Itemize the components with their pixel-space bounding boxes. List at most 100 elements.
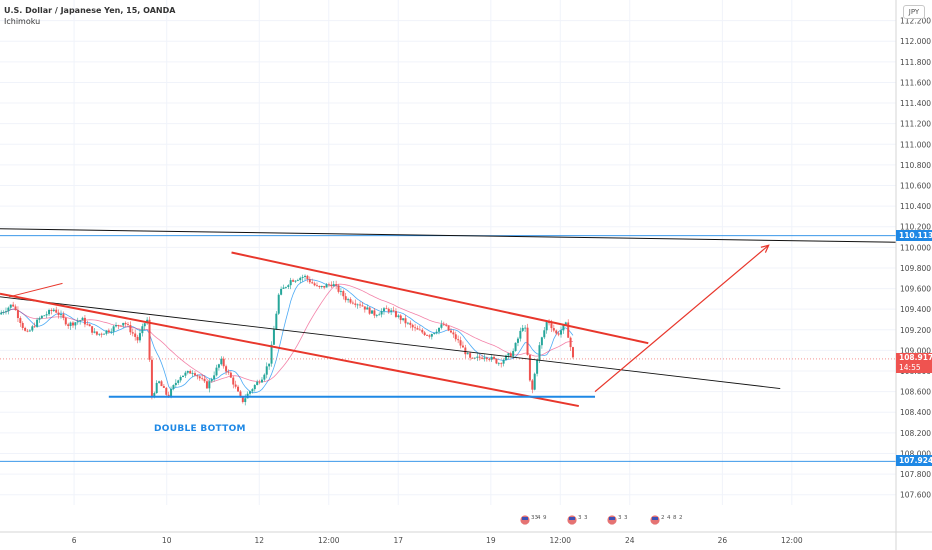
candle-body <box>330 284 333 287</box>
candle-body <box>332 284 335 287</box>
candle-body <box>459 340 462 346</box>
candle-body <box>469 353 472 358</box>
candle-body <box>284 286 287 288</box>
y-tick-label: 109.200 <box>900 326 931 335</box>
candle-body <box>301 276 304 278</box>
candle-body <box>452 332 455 335</box>
y-tick-label: 108.600 <box>900 388 931 397</box>
candle-body <box>186 370 189 373</box>
currency-button[interactable]: JPY <box>903 5 925 19</box>
event-count: 9 <box>543 515 547 521</box>
candle-body <box>57 312 60 316</box>
candle-body <box>569 337 572 348</box>
candle-body <box>538 345 541 360</box>
x-tick-label: 19 <box>486 536 496 545</box>
y-tick-label: 111.800 <box>900 58 931 67</box>
candle-body <box>545 321 548 331</box>
candle-body <box>62 314 65 318</box>
candle-body <box>490 356 493 360</box>
candle-body <box>375 315 378 317</box>
candle-body <box>421 329 424 333</box>
candle-body <box>495 358 498 364</box>
candle-body <box>497 363 500 365</box>
candle-body <box>363 306 366 310</box>
candle-body <box>184 372 187 376</box>
candle-body <box>280 288 283 295</box>
candle-body <box>182 375 185 378</box>
candle-body <box>45 314 48 316</box>
candle-body <box>454 334 457 340</box>
candle-body <box>193 373 196 376</box>
candle-body <box>76 321 79 323</box>
candle-body <box>83 317 86 325</box>
flag-canton <box>652 517 658 520</box>
candle-body <box>567 322 570 338</box>
candle-body <box>217 364 220 368</box>
x-tick-label: 26 <box>718 536 728 545</box>
candle-body <box>189 370 192 374</box>
candle-body <box>38 318 41 320</box>
candle-body <box>308 279 311 283</box>
candle-body <box>177 380 180 383</box>
candle-body <box>514 342 517 352</box>
ichimoku-layer <box>1 278 574 394</box>
y-tick-label: 107.800 <box>900 470 931 479</box>
candle-body <box>528 354 531 381</box>
candle-body <box>253 385 256 390</box>
candle-body <box>428 335 431 337</box>
candle-body <box>342 291 345 297</box>
candle-body <box>481 357 484 359</box>
projection-arrow-head <box>760 244 770 253</box>
candle-body <box>447 325 450 331</box>
candle-body <box>60 314 63 316</box>
y-tick-label: 108.000 <box>900 449 931 458</box>
candle-body <box>239 391 242 397</box>
candle-body <box>378 314 381 316</box>
candle-body <box>122 322 125 326</box>
event-count: 2 <box>661 515 665 521</box>
indicator-label[interactable]: Ichimoku <box>4 17 41 26</box>
mid-trend-line <box>0 296 781 389</box>
y-tick-label: 110.600 <box>900 182 931 191</box>
candle-body <box>162 386 165 388</box>
double-bottom-label: DOUBLE BOTTOM <box>154 424 246 434</box>
candle-body <box>115 325 118 327</box>
event-count: 8 <box>673 515 677 521</box>
candle-body <box>397 315 400 317</box>
candle-body <box>323 285 326 288</box>
y-tick-label: 111.600 <box>900 78 931 87</box>
bar-countdown: 14:55 <box>899 362 921 372</box>
symbol-title: U.S. Dollar / Japanese Yen, 15, OANDA <box>4 6 176 15</box>
candle-body <box>4 311 7 313</box>
y-tick-label: 110.800 <box>900 161 931 170</box>
candle-body <box>382 308 385 312</box>
candle-body <box>521 327 524 331</box>
candle-body <box>540 337 543 346</box>
candle-body <box>2 312 5 313</box>
candle-body <box>337 285 340 292</box>
candle-body <box>507 353 510 356</box>
candle-body <box>241 396 244 403</box>
candle-body <box>409 322 412 325</box>
candle-body <box>493 356 496 359</box>
candle-body <box>318 285 321 287</box>
candle-body <box>531 380 534 390</box>
candle-body <box>55 309 58 313</box>
candle-body <box>430 333 433 337</box>
candle-body <box>414 327 417 329</box>
y-tick-label: 111.000 <box>900 140 931 149</box>
candle-body <box>222 358 225 367</box>
event-count: 2 <box>679 515 683 521</box>
x-tick-label: 12:00 <box>781 536 803 545</box>
candle-body <box>143 323 146 327</box>
projection-arrow-line <box>594 244 770 393</box>
candle-body <box>43 315 46 317</box>
economic-event-icon[interactable]: 33 4 9 <box>519 514 547 526</box>
event-layer: 33 4 9 3 3 3 3 2 4 8 2 <box>519 514 683 526</box>
candle-body <box>131 332 134 334</box>
